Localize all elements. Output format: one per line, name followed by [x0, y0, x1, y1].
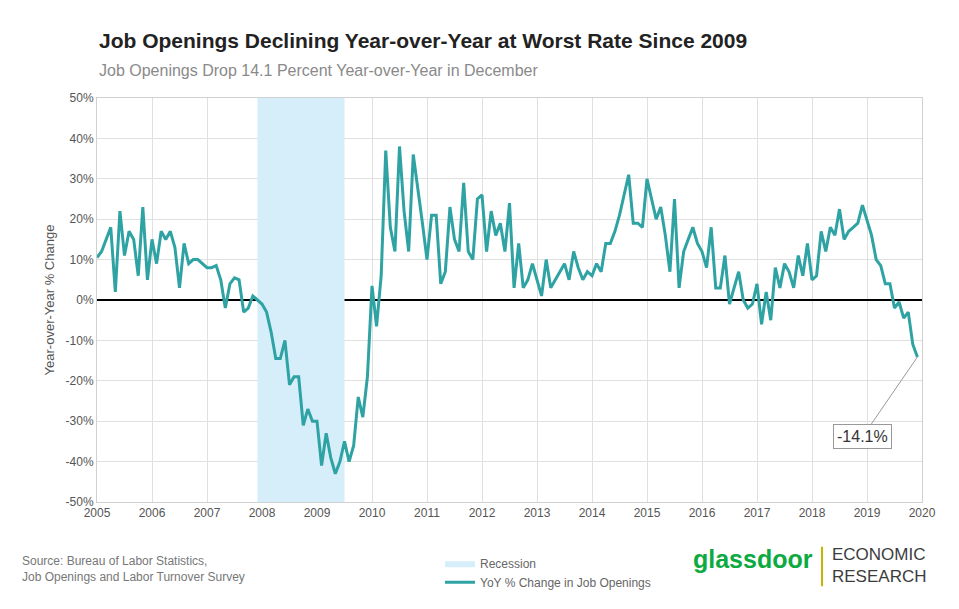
svg-text:2019: 2019: [854, 506, 881, 520]
svg-text:-40%: -40%: [66, 455, 94, 469]
svg-text:2016: 2016: [689, 506, 716, 520]
svg-text:Source: Bureau of Labor Statis: Source: Bureau of Labor Statistics,Job O…: [22, 554, 245, 584]
svg-text:ECONOMICRESEARCH: ECONOMICRESEARCH: [832, 545, 926, 586]
svg-text:30%: 30%: [70, 172, 94, 186]
svg-text:0%: 0%: [76, 293, 94, 307]
svg-text:2006: 2006: [139, 506, 166, 520]
svg-text:20%: 20%: [70, 212, 94, 226]
svg-text:10%: 10%: [70, 253, 94, 267]
svg-text:-30%: -30%: [66, 414, 94, 428]
svg-text:-20%: -20%: [66, 374, 94, 388]
svg-text:2013: 2013: [524, 506, 551, 520]
svg-text:2009: 2009: [304, 506, 331, 520]
svg-text:2011: 2011: [414, 506, 440, 520]
svg-text:2010: 2010: [359, 506, 386, 520]
svg-text:2005: 2005: [84, 506, 111, 520]
svg-text:Year-over-Year % Change: Year-over-Year % Change: [42, 225, 57, 376]
svg-text:YoY % Change in Job Openings: YoY % Change in Job Openings: [480, 576, 651, 590]
svg-text:glassdoor: glassdoor: [693, 545, 813, 573]
svg-text:2020: 2020: [909, 506, 936, 520]
svg-text:2012: 2012: [469, 506, 496, 520]
svg-text:-10%: -10%: [66, 334, 94, 348]
svg-text:2015: 2015: [634, 506, 661, 520]
svg-text:2007: 2007: [194, 506, 221, 520]
svg-text:2017: 2017: [744, 506, 771, 520]
svg-text:50%: 50%: [70, 91, 94, 105]
svg-text:Recession: Recession: [480, 557, 536, 571]
svg-text:-14.1%: -14.1%: [837, 428, 888, 445]
svg-text:40%: 40%: [70, 132, 94, 146]
svg-text:2014: 2014: [579, 506, 606, 520]
svg-text:Job Openings Drop 14.1 Percent: Job Openings Drop 14.1 Percent Year-over…: [99, 62, 538, 79]
svg-text:2008: 2008: [249, 506, 276, 520]
svg-text:2018: 2018: [799, 506, 826, 520]
svg-text:-50%: -50%: [66, 495, 94, 509]
svg-text:Job Openings Declining Year-ov: Job Openings Declining Year-over-Year at…: [99, 29, 747, 52]
